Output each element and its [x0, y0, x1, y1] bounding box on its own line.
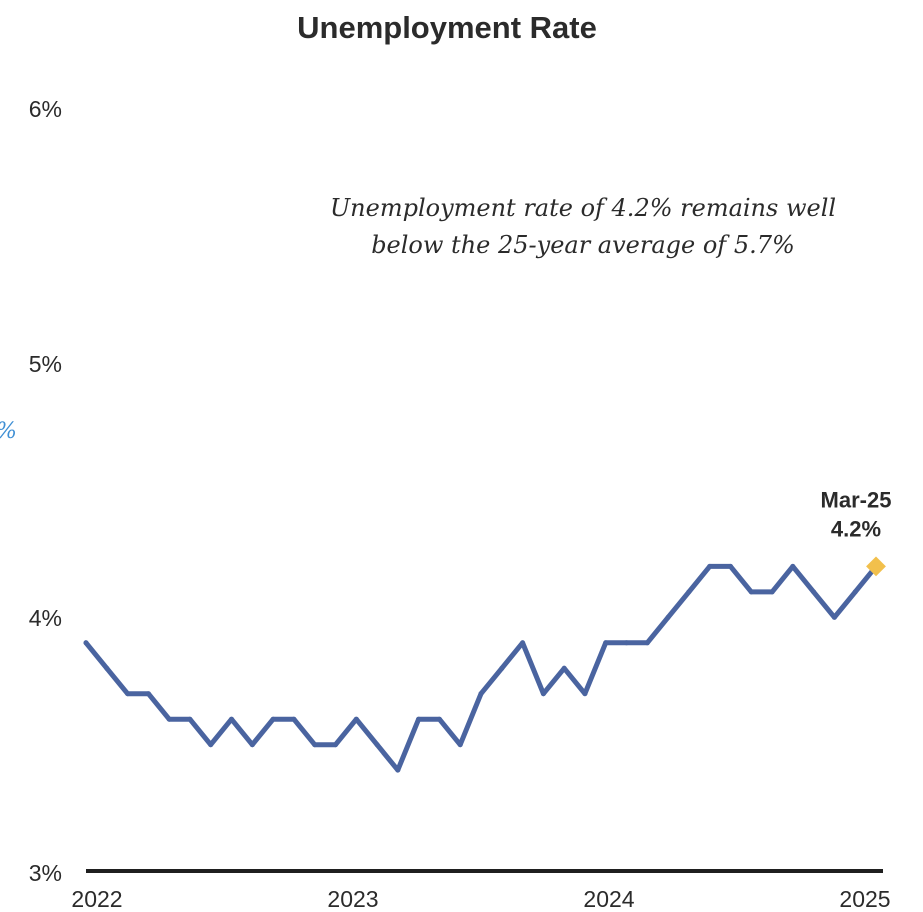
- annotation-line: Unemployment rate of 4.2% remains well: [330, 194, 836, 222]
- y-tick-label: 3%: [29, 860, 62, 886]
- series-point: [187, 716, 193, 722]
- y-tick-label: 5%: [29, 351, 62, 377]
- series-point: [603, 640, 609, 646]
- series-point: [457, 742, 463, 748]
- x-axis-ticks: 2022 2023 2024 2025: [71, 886, 890, 912]
- end-label-date: Mar-25: [821, 487, 892, 512]
- series-points: [83, 563, 879, 773]
- series-point: [374, 742, 380, 748]
- series-point: [436, 716, 442, 722]
- series-point: [728, 563, 733, 569]
- series-point: [624, 640, 629, 646]
- series-point: [686, 589, 692, 595]
- series-point: [353, 716, 359, 722]
- annotation-line: below the 25-year average of 5.7%: [371, 231, 795, 259]
- series-point: [416, 716, 422, 722]
- x-tick-label: 2024: [583, 886, 634, 912]
- series-point: [665, 614, 671, 620]
- y-axis-ticks: 6% 5% 4% 3%: [29, 96, 62, 886]
- series-point: [520, 640, 526, 646]
- series-point: [104, 665, 110, 671]
- y-tick-label: 4%: [29, 605, 62, 631]
- series-point: [270, 716, 276, 722]
- series-point: [249, 742, 255, 748]
- y-tick-label: 6%: [29, 96, 62, 122]
- series-point: [395, 767, 401, 773]
- series-line: [83, 563, 879, 773]
- series-point: [582, 691, 588, 697]
- end-label: Mar-25 4.2%: [821, 487, 892, 541]
- series-point: [83, 640, 89, 646]
- series-point: [166, 716, 172, 722]
- series-point: [333, 742, 338, 748]
- cut-off-label: %: [0, 419, 17, 444]
- series-point: [561, 665, 567, 671]
- series-point: [145, 691, 151, 697]
- x-tick-label: 2023: [327, 886, 378, 912]
- series-point: [811, 589, 817, 595]
- series-point: [707, 563, 713, 569]
- x-tick-label: 2022: [71, 886, 122, 912]
- series-point: [644, 640, 650, 646]
- series-point: [312, 742, 318, 748]
- end-label-value: 4.2%: [831, 516, 881, 541]
- series-point: [229, 716, 234, 722]
- series-point: [499, 665, 505, 671]
- series-point: [852, 589, 858, 595]
- series-point: [790, 563, 796, 569]
- x-tick-label: 2025: [839, 886, 890, 912]
- series-point: [478, 691, 484, 697]
- end-marker: [866, 556, 886, 577]
- series-point: [208, 742, 214, 748]
- chart-annotation: Unemployment rate of 4.2% remains well b…: [330, 194, 836, 259]
- series-point: [748, 589, 754, 595]
- series-point: [291, 716, 297, 722]
- series-point: [769, 589, 775, 595]
- series-point: [831, 614, 837, 620]
- chart-title: Unemployment Rate: [297, 10, 597, 45]
- series-point: [540, 691, 546, 697]
- series-point: [125, 691, 131, 697]
